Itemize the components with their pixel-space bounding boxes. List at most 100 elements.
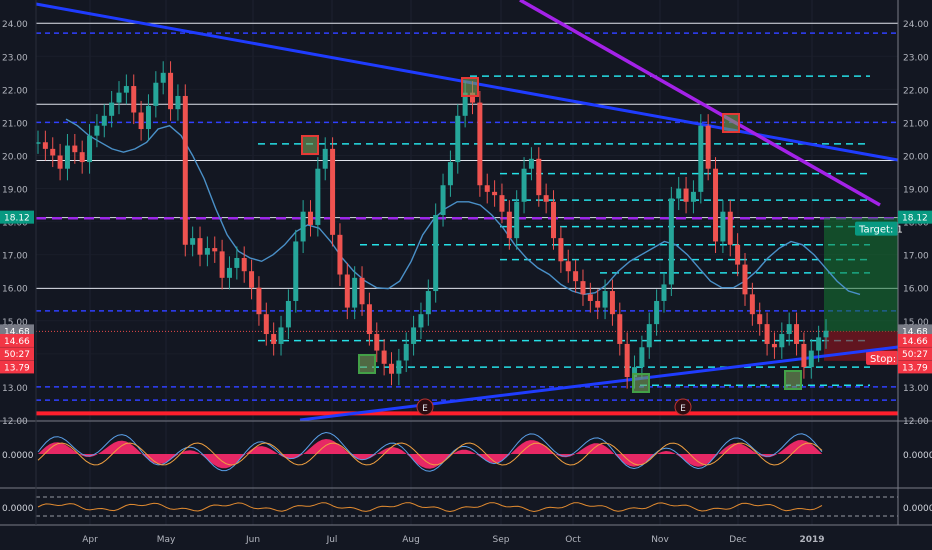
price-badge-text: 14.68 <box>902 327 928 337</box>
left-tick-label: 16.00 <box>2 285 28 295</box>
candle-body <box>757 314 763 325</box>
candle-body <box>713 168 719 242</box>
price-badge-text: 13.79 <box>4 363 30 373</box>
candle-body <box>727 211 733 245</box>
candle-body <box>440 185 446 215</box>
pivot-low-jul <box>358 354 376 374</box>
left-tick-label: 12.00 <box>2 417 28 427</box>
macd-right-value: 0.0000 <box>903 451 932 461</box>
candle-body <box>580 281 586 295</box>
candle-body <box>668 198 674 285</box>
candle-body <box>57 155 63 169</box>
price-badge-2 <box>0 333 34 347</box>
candle-body <box>64 145 70 169</box>
macd-signal-line <box>37 442 823 466</box>
candle-body <box>79 152 85 163</box>
x-tick-label: Oct <box>565 535 581 545</box>
candle-body <box>779 334 785 348</box>
candle-body <box>212 248 218 252</box>
x-tick-label: Apr <box>82 535 98 545</box>
left-tick-label: 19.00 <box>2 186 28 196</box>
price-badge-text: 18.12 <box>4 214 30 224</box>
candle-body <box>145 105 151 130</box>
x-tick-label: Jun <box>245 535 260 545</box>
candle-body <box>256 287 262 315</box>
right-tick-label: 20.00 <box>903 152 929 162</box>
price-badge-3 <box>0 347 34 361</box>
candle-body <box>94 125 100 136</box>
x-tick-label: Nov <box>651 535 669 545</box>
candle-body <box>396 360 402 374</box>
candle-body <box>462 92 468 116</box>
candle-body <box>278 327 284 344</box>
candle-body <box>374 334 380 351</box>
candle-body <box>285 300 291 328</box>
x-tick-label: 2019 <box>799 535 824 545</box>
candle-body <box>241 257 247 272</box>
candle-body <box>344 274 350 308</box>
macd-histogram <box>38 439 822 469</box>
candle-body <box>742 264 748 295</box>
price-badge-text: 18.12 <box>902 214 928 224</box>
candle-body <box>823 330 829 338</box>
candle-body <box>234 257 240 268</box>
candle-body <box>514 201 520 239</box>
candle-body <box>403 343 409 361</box>
candle-body <box>204 248 210 255</box>
oscillator-pane: 0.0000 0.0000 <box>2 496 932 517</box>
candle-body <box>263 314 269 335</box>
candle-body <box>639 347 645 368</box>
earnings-marker-2-circle <box>674 398 692 416</box>
left-tick-label: 21.00 <box>2 119 28 129</box>
price-badge-7 <box>898 333 932 347</box>
candle-body <box>661 284 667 301</box>
candle-body <box>573 271 579 282</box>
candle-body <box>602 291 608 308</box>
candle-body <box>153 82 159 106</box>
left-tick-label: 22.00 <box>2 86 28 96</box>
candle-body <box>123 86 129 93</box>
candle-body <box>499 195 505 212</box>
candle-body <box>786 324 792 335</box>
x-tick-label: Aug <box>402 535 420 545</box>
steep-resistance-trendline <box>519 0 881 207</box>
target-label: Target: 1 <box>858 225 903 236</box>
price-badge-0 <box>0 210 34 224</box>
price-badge-5 <box>898 210 932 224</box>
candle-body <box>315 168 321 225</box>
right-tick-label: 17.00 <box>903 252 929 262</box>
price-badge-text: 14.66 <box>4 337 30 347</box>
candle-body <box>565 261 571 272</box>
candle-body <box>175 95 181 110</box>
candle-body <box>293 241 299 301</box>
left-tick-label: 20.00 <box>2 152 28 162</box>
candle-body <box>536 158 542 196</box>
candle-body <box>624 343 630 378</box>
candle-body <box>197 238 203 255</box>
earnings-marker-1: E <box>422 404 428 414</box>
price-badge-text: 14.68 <box>4 327 30 337</box>
candle-body <box>307 211 313 225</box>
candle-body <box>705 125 711 169</box>
candle-body <box>116 92 122 103</box>
candle-body <box>425 291 431 315</box>
long-position-tool[interactable]: Target: 1 Stop: <box>824 217 903 365</box>
candle-body <box>42 142 48 149</box>
candle-body <box>433 215 439 292</box>
candle-body <box>249 271 255 288</box>
candle-body <box>388 363 394 374</box>
price-badge-text: 14.66 <box>902 337 928 347</box>
right-tick-label: 15.00 <box>903 318 929 328</box>
pivot-high-jun <box>301 135 319 155</box>
candle-body <box>506 211 512 239</box>
candle-body <box>794 324 800 344</box>
candle-body <box>219 251 225 278</box>
left-tick-label: 24.00 <box>2 20 28 30</box>
candle-body <box>801 343 807 368</box>
candle-body <box>101 115 107 126</box>
candle-body <box>381 350 387 364</box>
price-badge-text: 50:27 <box>4 350 30 360</box>
candle-body <box>646 324 652 348</box>
candle-body <box>735 244 741 265</box>
